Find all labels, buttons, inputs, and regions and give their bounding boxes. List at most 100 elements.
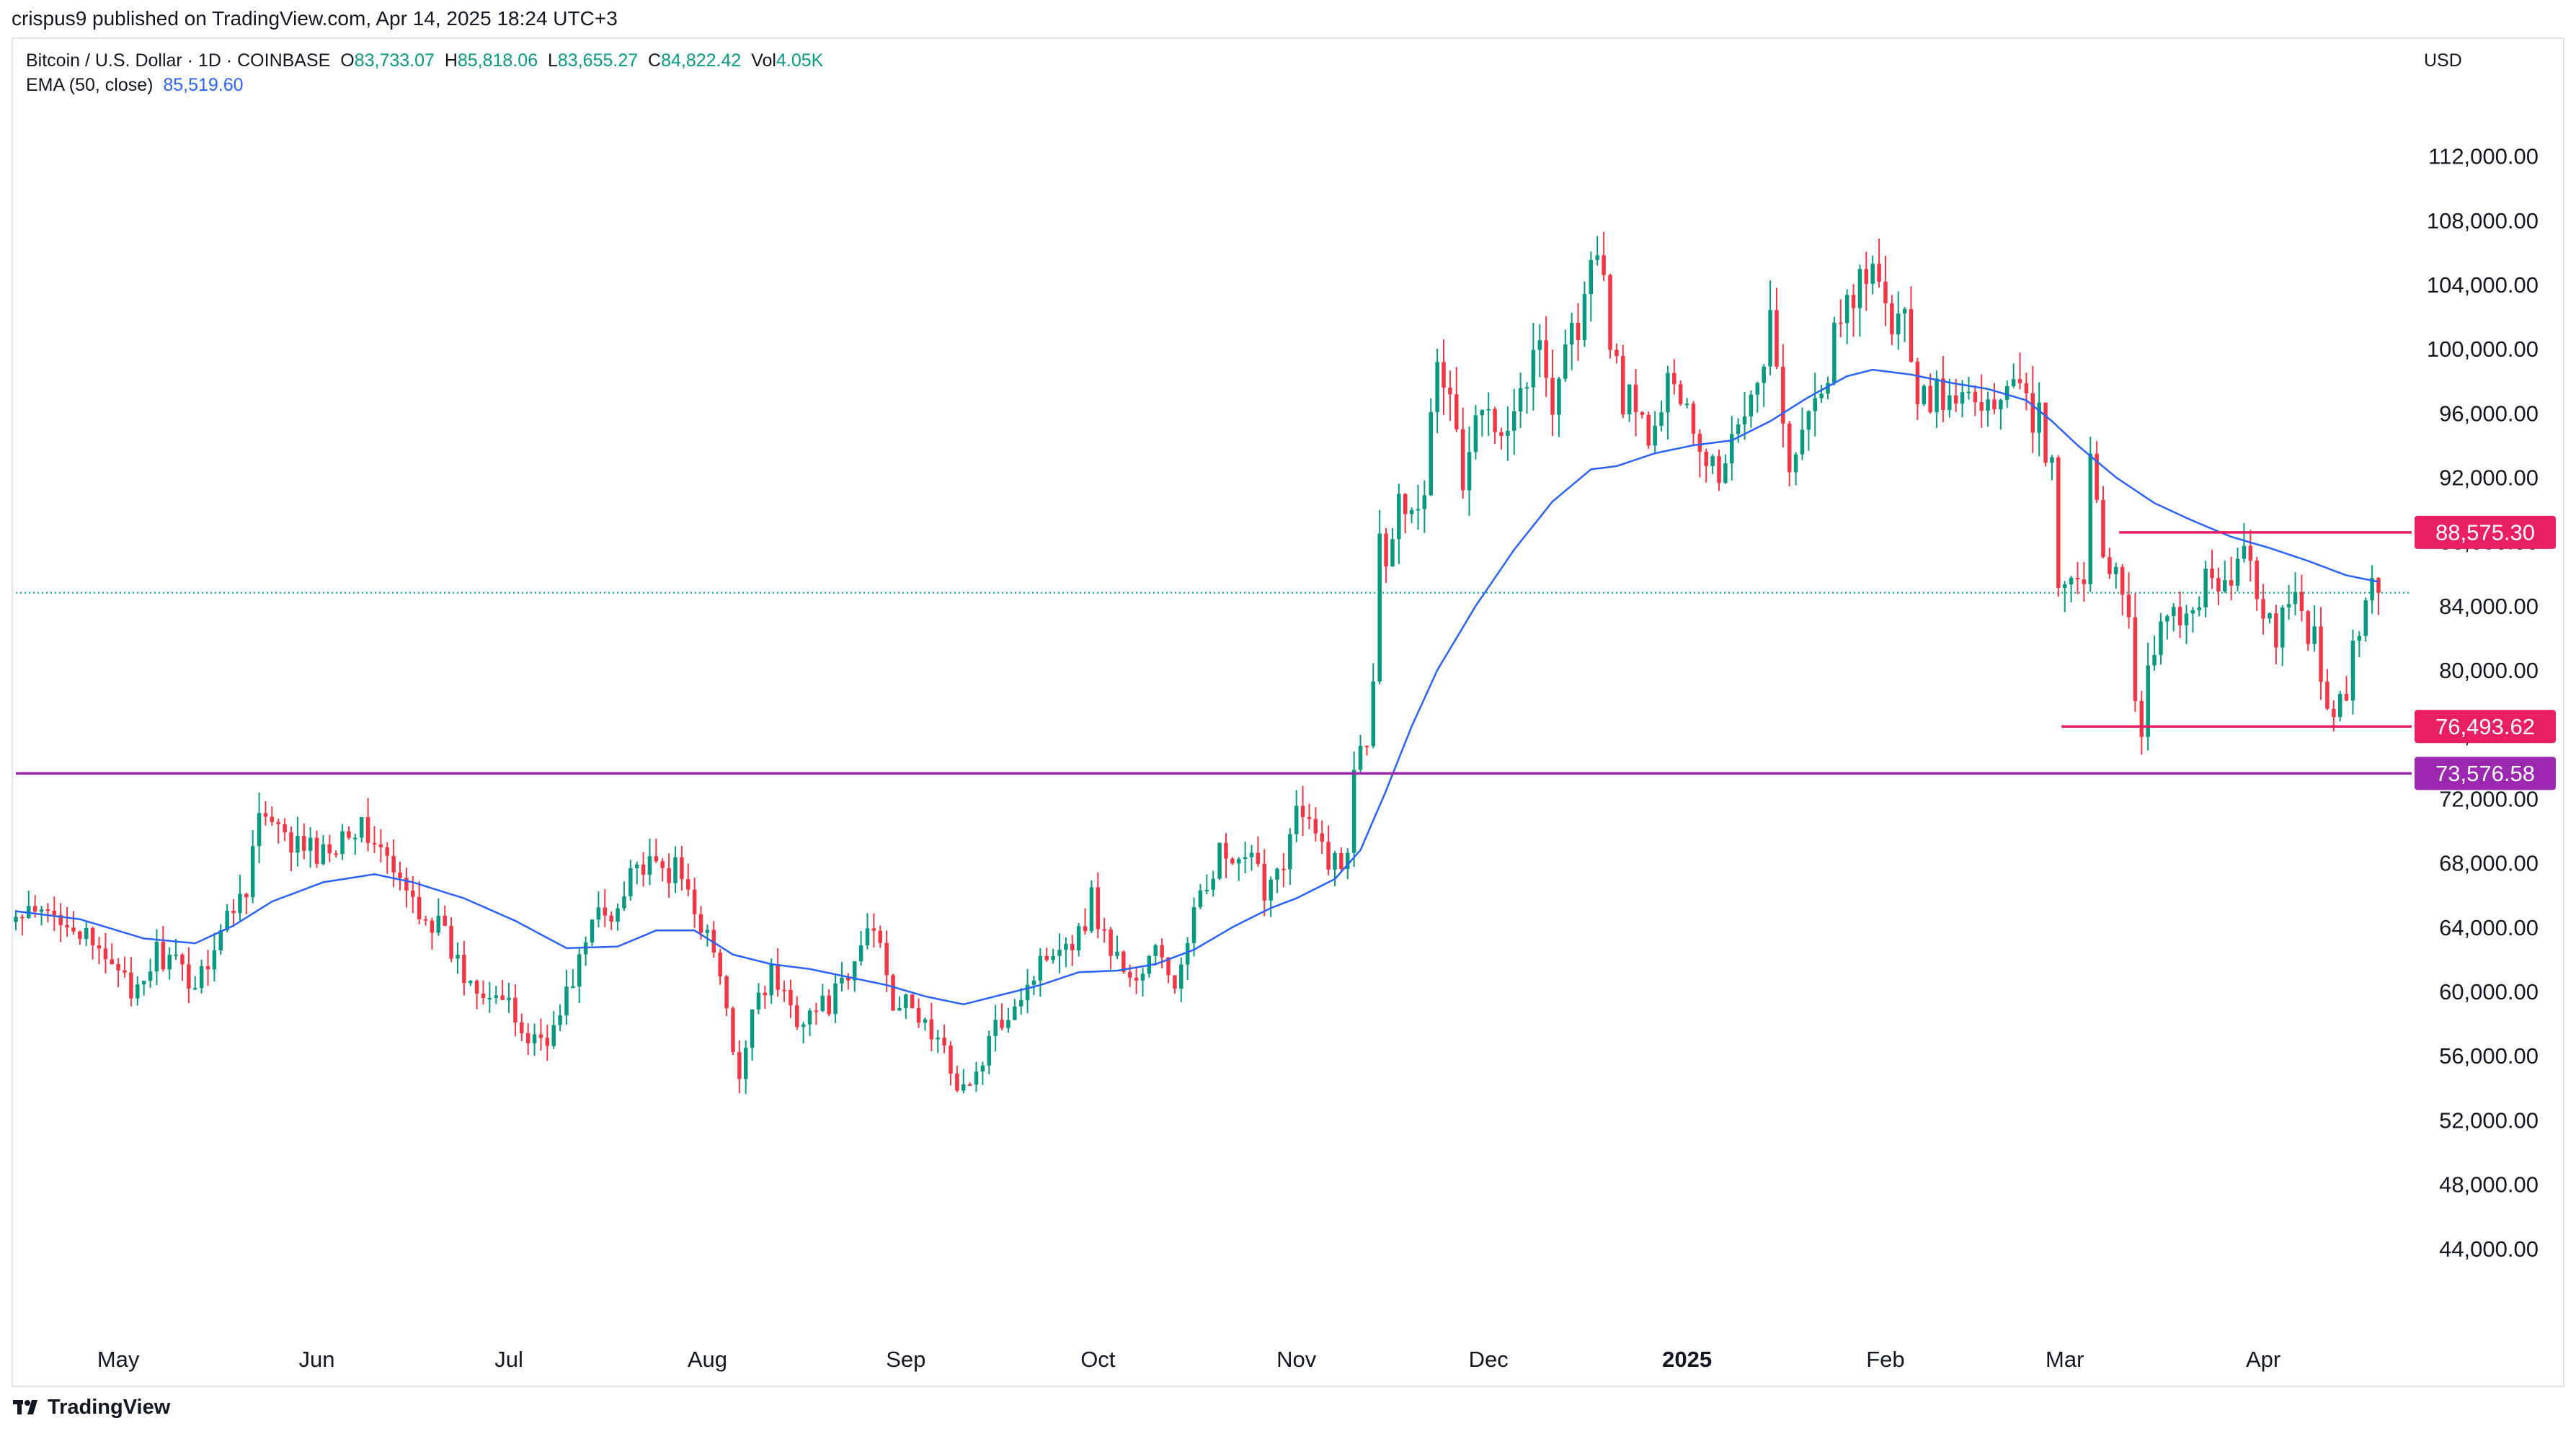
candle-body: [84, 927, 89, 940]
candle-body: [904, 994, 908, 1009]
candle-body: [1544, 340, 1548, 378]
candle-body: [2190, 610, 2195, 614]
candle-body: [525, 1033, 530, 1044]
candle-body: [136, 984, 140, 999]
candle-body: [321, 844, 326, 865]
candle-body: [698, 914, 703, 933]
candle-body: [2210, 569, 2214, 579]
candle-body: [1089, 887, 1094, 932]
candle-body: [2088, 453, 2092, 584]
candle-body: [1044, 955, 1049, 960]
candle-body: [1678, 384, 1683, 404]
candle-body: [212, 950, 217, 970]
candle-body: [1749, 394, 1754, 416]
candle-body: [647, 856, 652, 875]
candle-body: [814, 1010, 819, 1012]
candle-body: [596, 907, 601, 920]
candle-body: [667, 868, 671, 883]
candle-body: [923, 1019, 928, 1023]
candle-body: [942, 1038, 946, 1046]
candle-body: [340, 831, 345, 855]
candle-body: [1243, 857, 1248, 860]
candle-body: [1422, 495, 1427, 509]
candle-body: [90, 927, 95, 946]
candle-body: [1000, 1020, 1004, 1028]
candle-body: [865, 928, 870, 945]
candle-body: [974, 1071, 979, 1085]
candle-body: [2248, 545, 2253, 561]
candle-body: [205, 966, 210, 970]
candle-body: [1742, 416, 1747, 425]
y-tick-label: 60,000.00: [2439, 979, 2539, 1004]
candle-body: [1653, 425, 1657, 446]
candle-body: [1787, 423, 1792, 473]
candle-body: [2108, 557, 2112, 574]
x-tick-label: Jun: [299, 1347, 335, 1372]
candle-body: [1704, 451, 1708, 466]
legend-symbol: Bitcoin / U.S. Dollar · 1D · COINBASE: [26, 50, 331, 71]
candle-body: [2101, 499, 2105, 558]
candle-body: [1102, 929, 1106, 931]
candle-body: [1691, 404, 1696, 434]
x-tick-label: Nov: [1276, 1347, 1317, 1372]
candle-body: [532, 1034, 537, 1044]
candle-body: [1768, 310, 1772, 367]
candle-body: [603, 907, 608, 916]
candle-body: [878, 930, 883, 943]
candle-body: [378, 844, 383, 848]
candle-body: [705, 930, 710, 933]
candle-body: [1672, 373, 1676, 385]
candle-body: [827, 995, 831, 1015]
candle-body: [1723, 463, 1728, 483]
candle-body: [2203, 569, 2208, 607]
candle-body: [1486, 409, 1491, 411]
candle-body: [353, 837, 357, 839]
candle-body: [2319, 626, 2323, 682]
candle-body: [1371, 681, 1376, 746]
candle-body: [1659, 412, 1664, 426]
candle-body: [1333, 853, 1337, 870]
candle-body: [789, 989, 793, 1006]
candle-body: [385, 847, 389, 856]
legend-ema-value: 85,519.60: [163, 75, 244, 95]
candle-body: [2146, 665, 2150, 737]
candle-body: [2280, 607, 2285, 648]
candle-body: [456, 954, 460, 959]
legend-ema-label: EMA (50, close): [26, 75, 154, 95]
y-tick-label: 104,000.00: [2427, 272, 2539, 298]
candle-body: [2165, 616, 2169, 622]
candle-body: [1275, 868, 1279, 880]
candle-body: [474, 981, 479, 994]
candle-body: [1300, 806, 1305, 817]
candle-body: [2114, 566, 2118, 574]
candle-body: [481, 993, 486, 999]
currency-selector[interactable]: USD: [2424, 50, 2462, 71]
legend-high: 85,818.06: [457, 50, 538, 71]
candle-body: [1236, 859, 1241, 864]
candle-body: [2017, 379, 2022, 383]
candle-body: [1793, 454, 1798, 473]
candle-body: [1109, 930, 1113, 956]
candle-body: [423, 919, 428, 921]
candle-body: [167, 954, 172, 970]
candle-body: [1467, 452, 1472, 491]
candle-body: [2274, 613, 2278, 648]
candle-body: [961, 1084, 966, 1091]
candle-body: [58, 914, 63, 925]
candle-body: [148, 971, 153, 981]
candle-body: [161, 941, 166, 970]
candle-body: [1813, 398, 1818, 411]
candle-body: [929, 1019, 934, 1040]
candle-body: [1941, 378, 1945, 410]
candle-body: [538, 1034, 543, 1038]
y-tick-label: 80,000.00: [2439, 658, 2539, 683]
candle-body: [590, 919, 595, 942]
candle-body: [782, 989, 786, 991]
candle-body: [1269, 879, 1273, 901]
candle-body: [1173, 975, 1177, 989]
candle-body: [2350, 641, 2355, 701]
y-tick-label: 56,000.00: [2439, 1043, 2539, 1069]
candle-body: [1429, 411, 1434, 496]
candle-body: [1710, 456, 1715, 466]
